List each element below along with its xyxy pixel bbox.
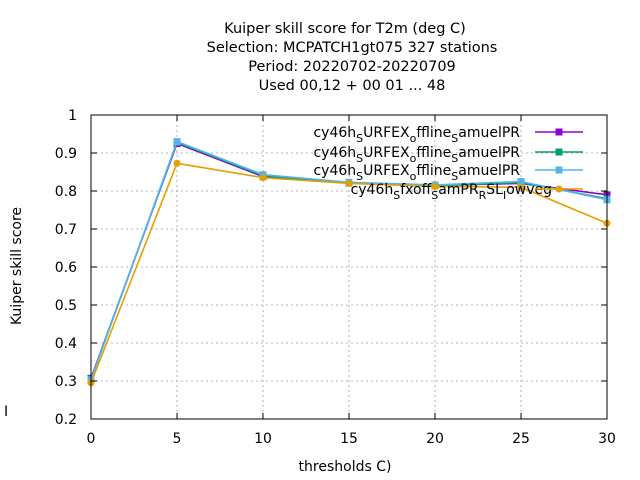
grid-lines <box>91 115 607 419</box>
legend-label-part: S <box>356 132 363 145</box>
legend-label-part: amuelPR <box>458 125 520 141</box>
x-tick-label: 10 <box>254 431 272 447</box>
legend-label-part: S <box>393 189 400 202</box>
x-tick-label: 30 <box>598 431 616 447</box>
title-line-2: Selection: MCPATCH1gt075 327 stations <box>207 40 498 56</box>
legend-label-part: amPR <box>438 182 479 198</box>
y-tick-label: 0.3 <box>55 374 77 390</box>
legend: cy46hSURFEXofflineSamuelPRcy46hSURFEXoff… <box>313 125 583 202</box>
legend-label-part: SL <box>486 182 503 198</box>
legend-label-part: ffline <box>416 125 451 141</box>
title-line-1: Kuiper skill score for T2m (deg C) <box>224 21 466 37</box>
y-tick-label: 0.6 <box>55 260 77 276</box>
legend-label-part: owveg <box>506 182 552 198</box>
x-tick-label: 20 <box>426 431 444 447</box>
data-point <box>555 148 563 156</box>
legend-label-part: cy46h <box>313 145 356 161</box>
legend-label: cy46hSURFEXofflineSamuelPR <box>313 125 520 145</box>
legend-label-part: o <box>410 132 417 145</box>
legend-label-part: ffline <box>416 145 451 161</box>
data-point <box>555 185 563 193</box>
y-axis-label: Kuiper skill score <box>9 207 25 325</box>
legend-label-part: cy46h <box>313 163 356 179</box>
y-tick-label: 1 <box>68 108 77 124</box>
title-line-4: Used 00,12 + 00 01 ... 48 <box>259 78 446 94</box>
legend-label-part: o <box>410 170 417 183</box>
y-tick-label: 0.2 <box>55 412 77 428</box>
legend-label-part: fxoff <box>400 182 431 198</box>
legend-label-part: URFEX <box>363 163 410 179</box>
legend-label-part: URFEX <box>363 125 410 141</box>
chart-title: Kuiper skill score for T2m (deg C) Selec… <box>207 21 498 94</box>
legend-label-part: S <box>451 152 458 165</box>
data-point <box>173 138 181 146</box>
legend-label-part: I <box>503 189 506 202</box>
legend-label: cy46hSURFEXofflineSamuelPR <box>313 163 520 183</box>
legend-label-part: R <box>479 189 487 202</box>
legend-label: cy46hSfxoffSamPRRSLIowveg <box>351 182 552 202</box>
side-mark: I <box>4 404 8 420</box>
legend-label-part: cy46h <box>313 125 356 141</box>
legend-label-part: o <box>410 152 417 165</box>
data-point <box>173 159 181 167</box>
data-point <box>345 179 353 187</box>
x-tick-label: 0 <box>87 431 96 447</box>
series-4 <box>87 159 611 387</box>
y-tick-label: 0.7 <box>55 222 77 238</box>
legend-label-part: amuelPR <box>458 145 520 161</box>
legend-entry-2: cy46hSURFEXofflineSamuelPR <box>313 145 583 165</box>
data-point <box>517 178 525 185</box>
title-line-3: Period: 20220702-20220709 <box>248 59 456 75</box>
data-point <box>555 166 563 174</box>
y-tick-label: 0.8 <box>55 184 77 200</box>
data-point <box>555 128 563 136</box>
data-point <box>517 183 525 191</box>
legend-label-part: S <box>451 132 458 145</box>
legend-label-part: URFEX <box>363 145 410 161</box>
x-tick-label: 5 <box>173 431 182 447</box>
x-tick-label: 25 <box>512 431 530 447</box>
legend-label-part: cy46h <box>351 182 394 198</box>
legend-label-part: S <box>356 152 363 165</box>
legend-entry-3: cy46hSURFEXofflineSamuelPR <box>313 163 583 183</box>
y-tick-label: 0.9 <box>55 146 77 162</box>
y-tick-label: 0.4 <box>55 336 77 352</box>
legend-label-part: S <box>431 189 438 202</box>
x-tick-label: 15 <box>340 431 358 447</box>
legend-entry-1: cy46hSURFEXofflineSamuelPR <box>313 125 583 145</box>
legend-entry-4: cy46hSfxoffSamPRRSLIowveg <box>351 182 583 202</box>
legend-label-part: S <box>356 170 363 183</box>
y-tick-label: 0.5 <box>55 298 77 314</box>
data-point <box>431 182 439 190</box>
legend-label-part: amuelPR <box>458 163 520 179</box>
x-axis-label: thresholds C) <box>299 459 392 475</box>
legend-label-part: ffline <box>416 163 451 179</box>
axis-ticks: 0.20.30.40.50.60.70.80.910 5 10 15 20 25 30 <box>55 108 616 447</box>
legend-label: cy46hSURFEXofflineSamuelPR <box>313 145 520 165</box>
data-point <box>259 174 267 182</box>
legend-label-part: S <box>451 170 458 183</box>
